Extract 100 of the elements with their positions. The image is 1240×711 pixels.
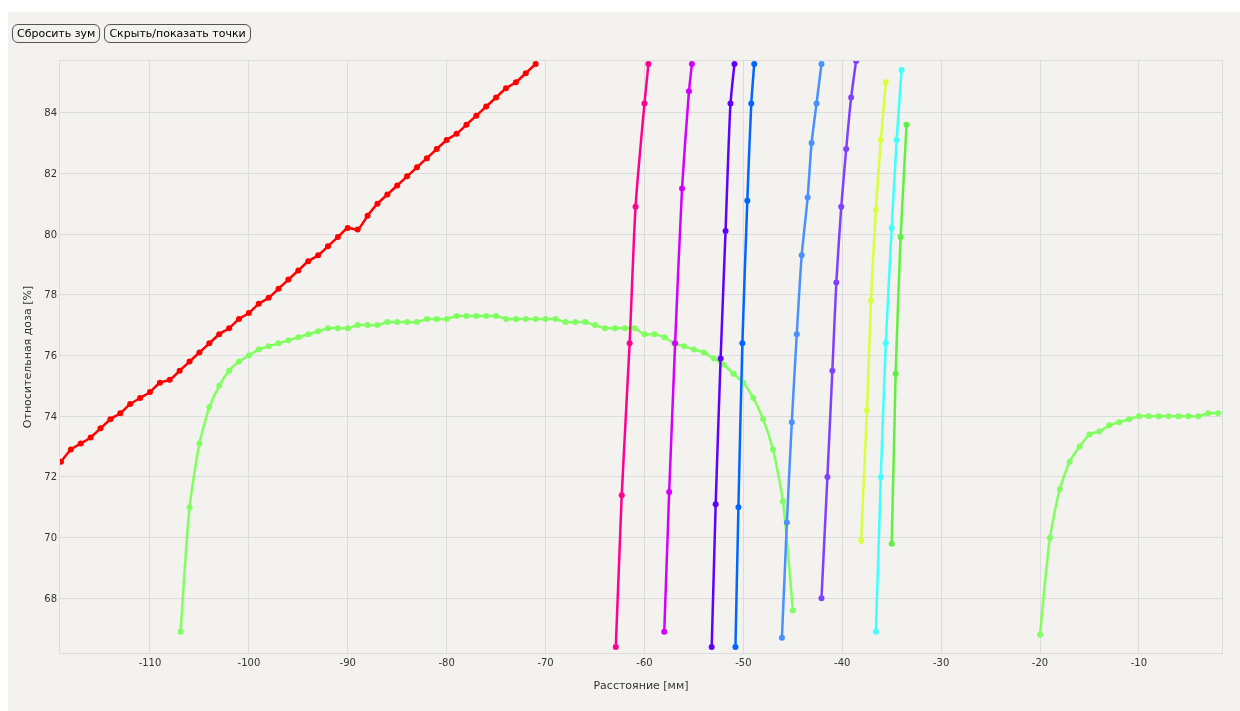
button: Сбросить зум <box>12 24 101 43</box>
point <box>1046 534 1053 541</box>
point <box>87 434 94 441</box>
y-tick-label: 78 <box>44 289 57 301</box>
point <box>893 136 900 143</box>
point <box>877 136 884 143</box>
point <box>493 94 500 101</box>
point <box>888 224 895 231</box>
point <box>334 234 341 241</box>
point <box>483 103 490 110</box>
point <box>176 367 183 374</box>
point <box>166 376 173 383</box>
x-tick-label: -50 <box>735 657 752 668</box>
point <box>1165 413 1172 420</box>
point <box>384 191 391 198</box>
x-tick-label: -90 <box>339 657 356 668</box>
point <box>732 643 739 650</box>
point <box>423 155 430 162</box>
point <box>532 61 539 68</box>
point <box>97 425 104 432</box>
y-tick-label: 80 <box>44 228 57 240</box>
point <box>1175 413 1182 420</box>
x-tick-label: -20 <box>1031 657 1049 668</box>
point <box>751 61 758 68</box>
point <box>824 473 831 480</box>
point <box>872 628 879 635</box>
point <box>685 88 692 95</box>
x-axis-title: Расстояние [мм] <box>593 679 689 693</box>
point <box>838 203 845 210</box>
point <box>146 388 153 395</box>
point <box>206 340 213 347</box>
point <box>717 355 724 362</box>
point <box>186 358 193 365</box>
x-tick-label: -80 <box>438 657 455 668</box>
point <box>463 121 470 128</box>
point <box>735 504 742 511</box>
point <box>903 121 910 128</box>
point <box>712 501 719 508</box>
point <box>679 185 686 192</box>
point <box>645 61 652 68</box>
point <box>265 294 272 301</box>
point <box>443 136 450 143</box>
point <box>77 440 84 447</box>
x-tick-label: -100 <box>237 657 261 668</box>
point <box>216 331 223 338</box>
y-tick-label: 68 <box>44 592 57 604</box>
point <box>1215 410 1222 417</box>
point <box>882 340 889 347</box>
point <box>632 203 639 210</box>
point <box>473 112 480 119</box>
x-tick-label: -30 <box>932 657 950 668</box>
point <box>1205 410 1212 417</box>
point <box>1106 422 1113 429</box>
point <box>863 407 870 414</box>
point <box>661 628 668 635</box>
x-tick-label: -40 <box>834 657 851 668</box>
point <box>107 416 114 423</box>
point <box>778 634 785 641</box>
point <box>688 61 695 68</box>
point <box>818 61 825 68</box>
point <box>618 492 625 499</box>
y-tick-label: 72 <box>44 471 57 483</box>
point <box>731 61 738 68</box>
point <box>414 164 421 171</box>
point <box>404 173 411 180</box>
point <box>882 79 889 86</box>
point <box>818 595 825 602</box>
point <box>512 79 519 86</box>
point <box>226 325 233 332</box>
point <box>626 340 633 347</box>
point <box>117 410 124 417</box>
point <box>808 139 815 146</box>
point <box>1116 419 1123 426</box>
point <box>453 130 460 137</box>
point <box>1126 416 1133 423</box>
point <box>1056 486 1063 493</box>
point <box>127 401 134 408</box>
x-tick-label: -10 <box>1130 657 1148 668</box>
point <box>156 379 163 386</box>
point <box>137 394 144 401</box>
point <box>1195 413 1202 420</box>
point <box>275 285 282 292</box>
y-tick-label: 84 <box>44 107 57 119</box>
y-tick-label: 74 <box>44 410 57 422</box>
point <box>1037 631 1044 638</box>
point <box>641 100 648 107</box>
point <box>898 67 905 74</box>
point <box>67 446 74 453</box>
y-tick-label: 76 <box>44 349 57 361</box>
point <box>848 94 855 101</box>
point <box>843 146 850 153</box>
x-tick-label: -70 <box>537 657 554 668</box>
y-tick-label: 82 <box>44 167 57 179</box>
point <box>804 194 811 201</box>
point <box>727 100 734 107</box>
point <box>739 340 746 347</box>
point <box>433 146 440 153</box>
point <box>833 279 840 286</box>
point <box>285 276 292 283</box>
point <box>522 70 529 77</box>
